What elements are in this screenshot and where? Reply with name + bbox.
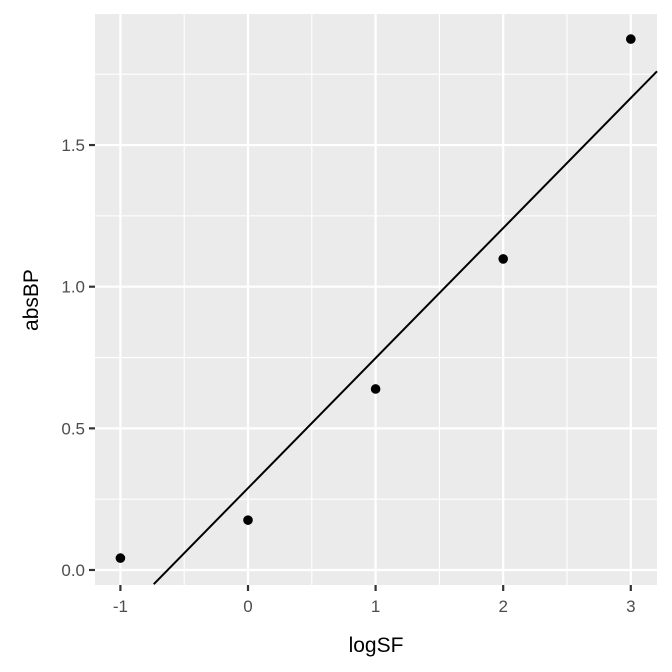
y-axis-ticks: 0.0 0.5 1.0 1.5 bbox=[61, 136, 95, 580]
x-tick-label: 3 bbox=[626, 597, 635, 616]
x-tick-label: 0 bbox=[243, 597, 252, 616]
data-point bbox=[370, 384, 381, 394]
data-point bbox=[115, 553, 126, 563]
x-axis-ticks: -1 0 1 2 3 bbox=[113, 585, 636, 616]
data-points bbox=[115, 34, 636, 563]
data-point bbox=[626, 34, 636, 44]
y-axis-label: absBP bbox=[20, 269, 43, 331]
data-point bbox=[498, 254, 509, 264]
major-gridlines bbox=[95, 14, 657, 585]
y-tick-label: 0.5 bbox=[61, 419, 85, 438]
y-tick-label: 1.5 bbox=[61, 136, 85, 155]
regression-line bbox=[153, 70, 658, 585]
y-tick-label: 1.0 bbox=[61, 278, 85, 297]
data-point bbox=[243, 515, 253, 525]
x-tick-label: 1 bbox=[371, 597, 380, 616]
x-tick-label: -1 bbox=[113, 597, 128, 616]
x-tick-label: 2 bbox=[498, 597, 507, 616]
x-axis-label: logSF bbox=[349, 634, 404, 657]
y-tick-label: 0.0 bbox=[61, 561, 85, 580]
